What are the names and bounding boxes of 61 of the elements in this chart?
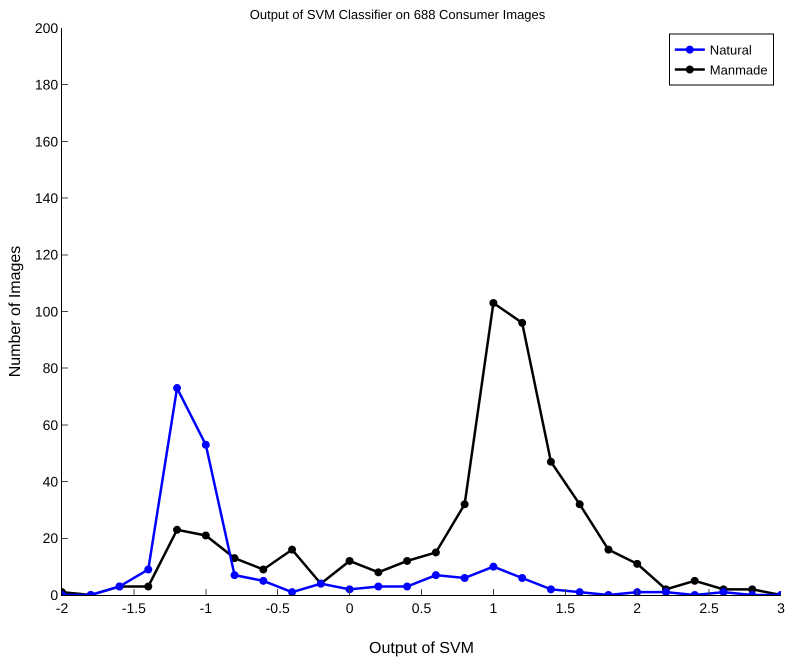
- point: [489, 562, 498, 571]
- point: [460, 500, 469, 508]
- point: [403, 556, 412, 565]
- point: [230, 571, 239, 580]
- point: [546, 458, 555, 466]
- y-tick-label: 40: [42, 474, 58, 490]
- x-tick-label: 2.5: [699, 600, 720, 616]
- point: [690, 576, 699, 585]
- x-tick-label: 1: [490, 600, 498, 616]
- point: [202, 531, 210, 540]
- point: [346, 556, 354, 565]
- point: [576, 500, 584, 508]
- y-tick-label: 200: [34, 20, 58, 36]
- y-tick-label: 160: [34, 133, 58, 150]
- y-tick-label: 0: [50, 586, 58, 603]
- x-axis-title: Output of SVM: [369, 640, 474, 657]
- x-tick-label: -0.5: [266, 600, 290, 616]
- y-axis-title: Number of Images: [7, 246, 24, 378]
- y-tick-label: 100: [34, 303, 58, 320]
- point: [633, 588, 642, 595]
- y-tick-label: 80: [42, 360, 58, 376]
- y-tick-label: 20: [42, 530, 58, 546]
- point: [202, 440, 210, 449]
- x-tick-label: 1.5: [556, 600, 576, 616]
- point: [662, 588, 670, 595]
- x-tick-label: 2: [633, 600, 642, 616]
- point: [489, 299, 498, 307]
- x-tick-label: -1: [200, 600, 212, 616]
- point: [518, 318, 526, 327]
- y-tick-label: 180: [34, 76, 58, 93]
- chart-title: Output of SVM Classifier on 688 Consumer Images: [250, 7, 546, 22]
- point: [288, 546, 296, 554]
- point: [546, 585, 555, 594]
- point: [432, 548, 440, 556]
- point: [173, 384, 182, 392]
- x-tick-label: 0.5: [412, 600, 432, 616]
- y-tick-label: 140: [34, 190, 58, 206]
- x-tick-label: -2: [56, 600, 68, 616]
- legend-label: Natural: [710, 42, 752, 58]
- point: [144, 565, 152, 574]
- point: [374, 568, 382, 576]
- point: [173, 526, 182, 534]
- point: [576, 588, 584, 595]
- y-tick-label: 120: [34, 246, 58, 263]
- y-tick-label: 60: [42, 416, 58, 433]
- x-tick-label: -1.5: [122, 600, 146, 616]
- point: [604, 546, 612, 554]
- point: [144, 582, 152, 590]
- point: [432, 571, 440, 580]
- x-tick-label: 0: [346, 600, 354, 616]
- point: [259, 565, 268, 574]
- point: [374, 582, 382, 590]
- legend-label: Manmade: [710, 62, 768, 78]
- point: [403, 582, 412, 590]
- point: [719, 588, 728, 595]
- x-tick-label: 3: [777, 600, 786, 616]
- point: [288, 588, 296, 595]
- point: [259, 576, 268, 585]
- point: [518, 574, 526, 582]
- point: [460, 574, 469, 582]
- point: [633, 560, 642, 568]
